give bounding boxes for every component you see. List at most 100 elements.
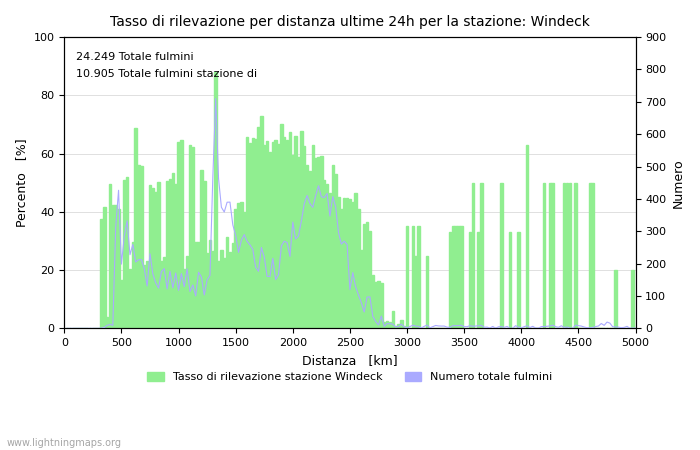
Bar — [172, 172, 174, 328]
Bar — [298, 157, 300, 328]
Bar — [363, 225, 365, 328]
Bar — [214, 72, 217, 328]
Bar — [129, 270, 131, 328]
Bar — [469, 232, 471, 328]
Bar — [343, 198, 346, 328]
Bar — [389, 322, 391, 328]
Bar — [351, 202, 354, 328]
Bar — [277, 144, 280, 328]
Bar — [111, 205, 114, 328]
Bar — [406, 226, 408, 328]
Bar — [615, 270, 617, 328]
Bar — [240, 202, 243, 328]
Bar — [460, 226, 463, 328]
Bar — [412, 226, 414, 328]
Bar — [354, 193, 357, 328]
Bar — [400, 320, 402, 328]
Bar — [203, 181, 206, 328]
Bar — [280, 124, 283, 328]
Bar — [229, 252, 231, 328]
Bar — [291, 155, 294, 328]
Bar — [335, 174, 337, 328]
Bar — [126, 177, 128, 328]
Bar — [220, 250, 223, 328]
Bar — [563, 183, 566, 328]
Bar — [326, 184, 328, 328]
Bar — [417, 226, 420, 328]
Bar — [114, 205, 117, 328]
Bar — [566, 183, 568, 328]
Bar — [217, 261, 220, 328]
Bar — [263, 145, 265, 328]
Bar — [589, 183, 591, 328]
Bar — [312, 145, 314, 328]
Bar — [543, 183, 545, 328]
Bar — [552, 183, 554, 328]
Bar — [120, 280, 122, 328]
Bar — [403, 326, 405, 328]
Y-axis label: Numero: Numero — [672, 158, 685, 207]
Bar — [232, 243, 234, 328]
Bar — [394, 326, 397, 328]
Bar — [346, 198, 349, 328]
Bar — [397, 324, 400, 328]
Bar — [148, 185, 151, 328]
Bar — [246, 137, 248, 328]
Bar — [243, 212, 246, 328]
Bar — [449, 232, 452, 328]
Bar — [283, 137, 286, 328]
Bar — [349, 199, 351, 328]
Bar — [266, 141, 268, 328]
Bar — [575, 183, 577, 328]
Bar — [568, 183, 571, 328]
Bar — [314, 158, 317, 328]
Bar — [174, 184, 177, 328]
Bar — [158, 182, 160, 328]
Bar — [123, 180, 125, 328]
Bar — [306, 165, 308, 328]
Bar — [472, 183, 474, 328]
Bar — [226, 237, 228, 328]
Bar — [223, 258, 225, 328]
Bar — [426, 256, 428, 328]
Bar — [454, 226, 457, 328]
Bar — [391, 311, 394, 328]
Bar — [517, 232, 519, 328]
Bar — [549, 183, 551, 328]
Bar — [160, 261, 162, 328]
Bar — [108, 184, 111, 328]
Bar — [103, 207, 106, 328]
Bar — [592, 183, 594, 328]
Bar — [383, 322, 386, 328]
Bar — [360, 250, 363, 328]
Bar — [337, 198, 340, 328]
Bar — [137, 165, 140, 328]
Bar — [189, 145, 191, 328]
Bar — [631, 270, 634, 328]
Bar — [251, 138, 254, 328]
X-axis label: Distanza   [km]: Distanza [km] — [302, 354, 398, 367]
Bar — [186, 256, 188, 328]
Bar — [323, 180, 326, 328]
Bar — [200, 170, 203, 328]
Bar — [295, 136, 297, 328]
Bar — [166, 181, 169, 328]
Bar — [380, 284, 383, 328]
Bar — [369, 231, 371, 328]
Bar — [260, 116, 262, 328]
Bar — [211, 252, 214, 328]
Bar — [272, 142, 274, 328]
Bar — [234, 209, 237, 328]
Title: Tasso di rilevazione per distanza ultime 24h per la stazione: Windeck: Tasso di rilevazione per distanza ultime… — [110, 15, 590, 29]
Bar — [526, 145, 528, 328]
Bar — [192, 147, 194, 328]
Bar — [248, 143, 251, 328]
Bar — [155, 192, 157, 328]
Bar — [169, 179, 172, 328]
Bar — [317, 157, 320, 328]
Bar — [288, 132, 291, 328]
Bar — [106, 317, 108, 328]
Bar — [286, 140, 288, 328]
Bar — [146, 261, 148, 328]
Bar — [163, 257, 165, 328]
